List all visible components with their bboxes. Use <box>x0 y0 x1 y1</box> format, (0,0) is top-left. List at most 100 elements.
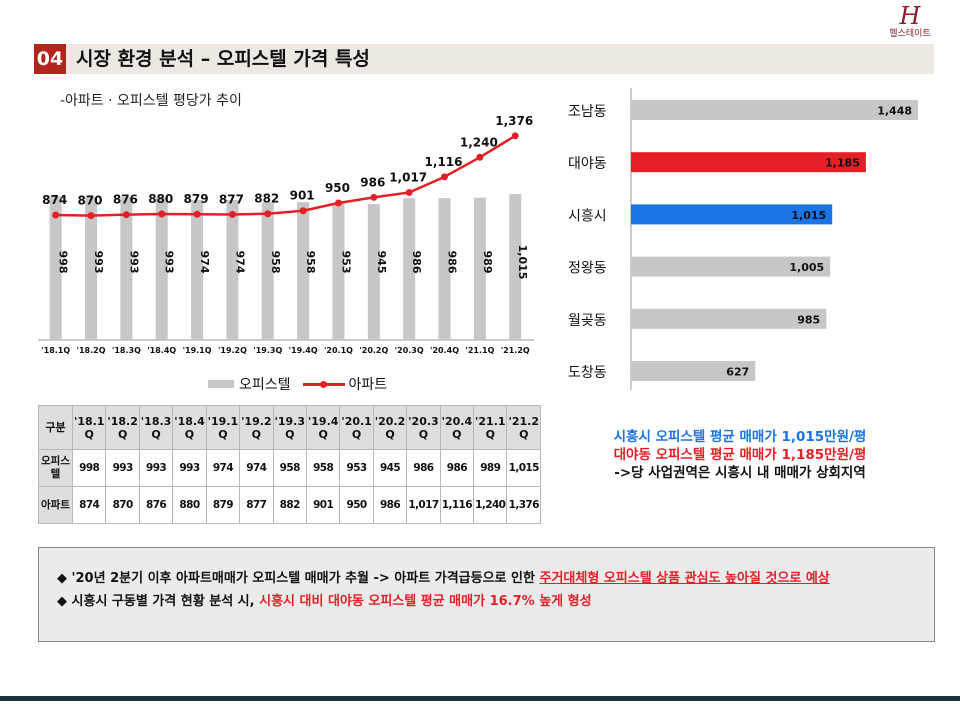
table-header-row: 구분 '18.1Q '18.2Q '18.3Q '18.4Q '19.1Q '19.2Q '1… <box>38 405 541 450</box>
apartment-point <box>193 210 201 218</box>
officetel-bar <box>438 198 451 340</box>
table-row-label: 오피스텔 <box>38 449 73 487</box>
district-value-label: 1,185 <box>825 157 860 170</box>
bar-value-label: 974 <box>198 251 211 274</box>
line-value-label: 879 <box>184 192 209 206</box>
district-label: 시흥시 <box>568 208 607 224</box>
summary-box: 시흥시 오피스텔 평균 매매가 1,015만원/평 대야동 오피스텔 평균 매매… <box>575 428 905 482</box>
officetel-bar <box>261 202 274 340</box>
apartment-point <box>228 211 236 219</box>
table-cell: 986 <box>406 449 441 487</box>
table-cell: 993 <box>138 449 174 487</box>
table-cell: 874 <box>71 486 107 524</box>
bar-value-label: 945 <box>375 251 388 274</box>
table-cell: 993 <box>105 449 140 487</box>
apartment-point <box>476 153 484 161</box>
officetel-bar <box>509 194 522 340</box>
note-line-1: ◆ '20년 2분기 이후 아파트매매가 오피스텔 매매가 추월 -> 아파트 … <box>57 570 920 587</box>
apartment-point <box>299 207 307 215</box>
line-value-label: 882 <box>254 192 279 206</box>
line-value-label: 876 <box>113 193 138 207</box>
district-value-label: 627 <box>726 366 749 379</box>
district-value-label: 1,005 <box>789 261 824 274</box>
table-header-cell: '20.2Q <box>372 405 408 450</box>
table-header-cell: '18.4Q <box>172 405 207 450</box>
line-value-label: 877 <box>219 193 244 207</box>
price-table: 구분 '18.1Q '18.2Q '18.3Q '18.4Q '19.1Q '19.2Q '1… <box>38 405 541 524</box>
table-cell: 876 <box>138 486 174 524</box>
table-row-label: 아파트 <box>38 486 73 524</box>
x-tick-label: '18.1Q <box>41 346 70 355</box>
table-cell: 870 <box>105 486 140 524</box>
chart-subtitle: -아파트 · 오피스텔 평당가 추이 <box>60 93 242 109</box>
table-cell: 1,015 <box>506 449 541 487</box>
line-value-label: 870 <box>77 194 102 208</box>
apartment-point <box>334 199 342 207</box>
apartment-point <box>405 188 413 196</box>
note-text: 시흥시 구동별 가격 현황 분석 시, <box>71 594 260 609</box>
note-text: '20년 2분기 이후 아파트매매가 오피스텔 매매가 추월 -> 아파트 가격… <box>71 571 540 586</box>
section-title-bar: 04 시장 환경 분석 – 오피스텔 가격 특성 <box>34 44 934 74</box>
x-tick-label: '18.4Q <box>147 346 176 355</box>
table-header-cell: '19.4Q <box>305 405 341 450</box>
table-cell: 989 <box>473 449 508 487</box>
bar-value-label: 958 <box>304 251 317 274</box>
table-header-cell: '18.2Q <box>105 405 140 450</box>
table-header-cell: '20.1Q <box>339 405 374 450</box>
apartment-point <box>370 193 378 201</box>
legend-swatch-apartment <box>302 379 345 389</box>
bar-value-label: 953 <box>339 251 352 274</box>
table-header-cell: '19.1Q <box>205 405 241 450</box>
district-bar <box>631 361 756 381</box>
line-value-label: 1,017 <box>389 170 427 184</box>
district-value-label: 1,448 <box>877 105 912 118</box>
line-value-label: 1,376 <box>495 114 533 128</box>
logo-mark: H <box>899 2 921 30</box>
table-cell: 950 <box>339 486 374 524</box>
bar-value-label: 958 <box>269 251 282 274</box>
legend-label-apartment: 아파트 <box>348 377 388 393</box>
legend-swatch-officetel <box>208 380 234 388</box>
apartment-point <box>441 173 449 181</box>
logo-text: 헬스테이트 <box>889 29 931 39</box>
table-cell: 998 <box>71 449 107 487</box>
chart-legend: 오피스텔 아파트 <box>208 375 387 393</box>
district-bar <box>631 152 866 173</box>
table-cell: 901 <box>305 486 341 524</box>
table-cell: 877 <box>239 486 274 524</box>
table-corner-cell: 구분 <box>38 405 73 450</box>
line-value-label: 901 <box>290 189 315 203</box>
line-value-label: 1,116 <box>425 155 463 169</box>
note-line-2: ◆ 시흥시 구동별 가격 현황 분석 시, 시흥시 대비 대야동 오피스텔 평균… <box>57 593 920 610</box>
table-cell: 986 <box>439 449 475 487</box>
officetel-bar <box>155 197 168 340</box>
table-cell: 1,376 <box>506 486 541 524</box>
officetel-bar <box>49 196 62 340</box>
company-logo: H 헬스테이트 <box>880 4 940 42</box>
table-cell: 1,240 <box>473 486 508 524</box>
x-tick-label: '20.2Q <box>359 346 388 355</box>
apartment-line <box>55 134 516 217</box>
district-value-label: 985 <box>797 313 820 326</box>
table-row: 오피스텔 998 993 993 993 974 974 958 958 953 945 986 986… <box>38 449 541 487</box>
district-price-chart: 조남동 1,448 대야동 1,185 시흥시 1,015 정왕동 1,005 월곶동 985 도창… <box>568 88 918 390</box>
district-label: 정왕동 <box>568 261 607 277</box>
x-tick-label: '19.2Q <box>218 346 247 355</box>
table-cell: 945 <box>372 449 408 487</box>
notes-box: ◆ '20년 2분기 이후 아파트매매가 오피스텔 매매가 추월 -> 아파트 … <box>38 547 935 642</box>
x-tick-label: '19.3Q <box>253 346 282 355</box>
table-header-cell: '21.2Q <box>506 405 541 450</box>
table-cell: 953 <box>339 449 374 487</box>
table-cell: 974 <box>205 449 241 487</box>
table-cell: 882 <box>272 486 307 524</box>
bar-value-label: 993 <box>92 251 105 274</box>
table-header-cell: '21.1Q <box>473 405 508 450</box>
table-header-cell: '18.3Q <box>138 405 174 450</box>
line-value-label: 1,240 <box>460 135 498 149</box>
section-number: 04 <box>34 44 66 74</box>
table-cell: 880 <box>172 486 207 524</box>
price-trend-chart: 998 '18.1Q 993 '18.2Q 993 '18.3Q 993 '18.4Q 974 '… <box>38 114 534 355</box>
officetel-bar <box>403 198 416 340</box>
table-cell: 1,116 <box>439 486 475 524</box>
table-cell: 958 <box>272 449 307 487</box>
